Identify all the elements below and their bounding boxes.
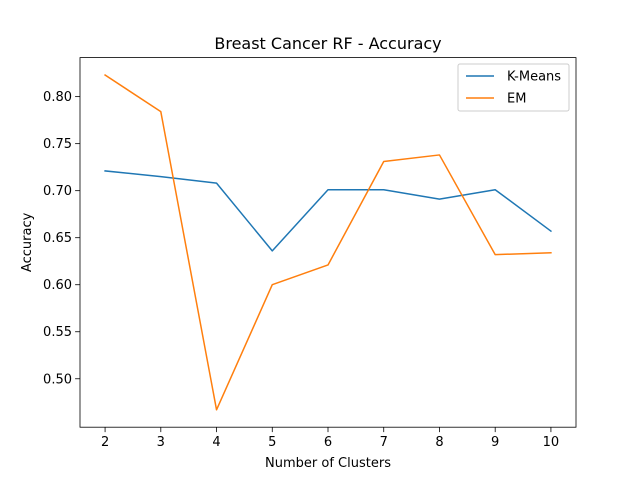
x-tick-label: 7 [380, 435, 388, 450]
x-tick-label: 5 [268, 435, 276, 450]
y-tick-label: 0.75 [43, 137, 72, 152]
legend-label: EM [507, 92, 526, 107]
x-tick-label: 10 [543, 435, 560, 450]
y-tick-label: 0.60 [43, 278, 72, 293]
x-tick-label: 6 [324, 435, 332, 450]
x-axis-ticks: 2 3 4 5 6 7 8 9 10 [101, 427, 559, 450]
y-axis-label: Accuracy [20, 212, 35, 272]
x-tick-label: 2 [101, 435, 109, 450]
x-axis-label: Number of Clusters [265, 456, 391, 471]
x-tick-label: 8 [435, 435, 443, 450]
x-tick-label: 3 [157, 435, 165, 450]
y-tick-label: 0.50 [43, 372, 72, 387]
legend: K-Means EM [457, 63, 570, 112]
series-line-k-means [104, 170, 552, 252]
series-line-em [104, 73, 552, 411]
y-tick-label: 0.70 [43, 184, 72, 199]
y-tick-label: 0.80 [43, 90, 72, 105]
chart-title: Breast Cancer RF - Accuracy [214, 34, 441, 53]
plot-frame [79, 57, 577, 428]
y-tick-label: 0.55 [43, 325, 72, 340]
y-tick-label: 0.65 [43, 231, 72, 246]
x-tick-label: 4 [212, 435, 220, 450]
plot-lines [104, 73, 552, 411]
x-tick-label: 9 [491, 435, 499, 450]
legend-label: K-Means [507, 70, 561, 85]
y-axis-ticks: 0.50 0.55 0.60 0.65 0.70 0.75 0.80 [43, 90, 80, 387]
